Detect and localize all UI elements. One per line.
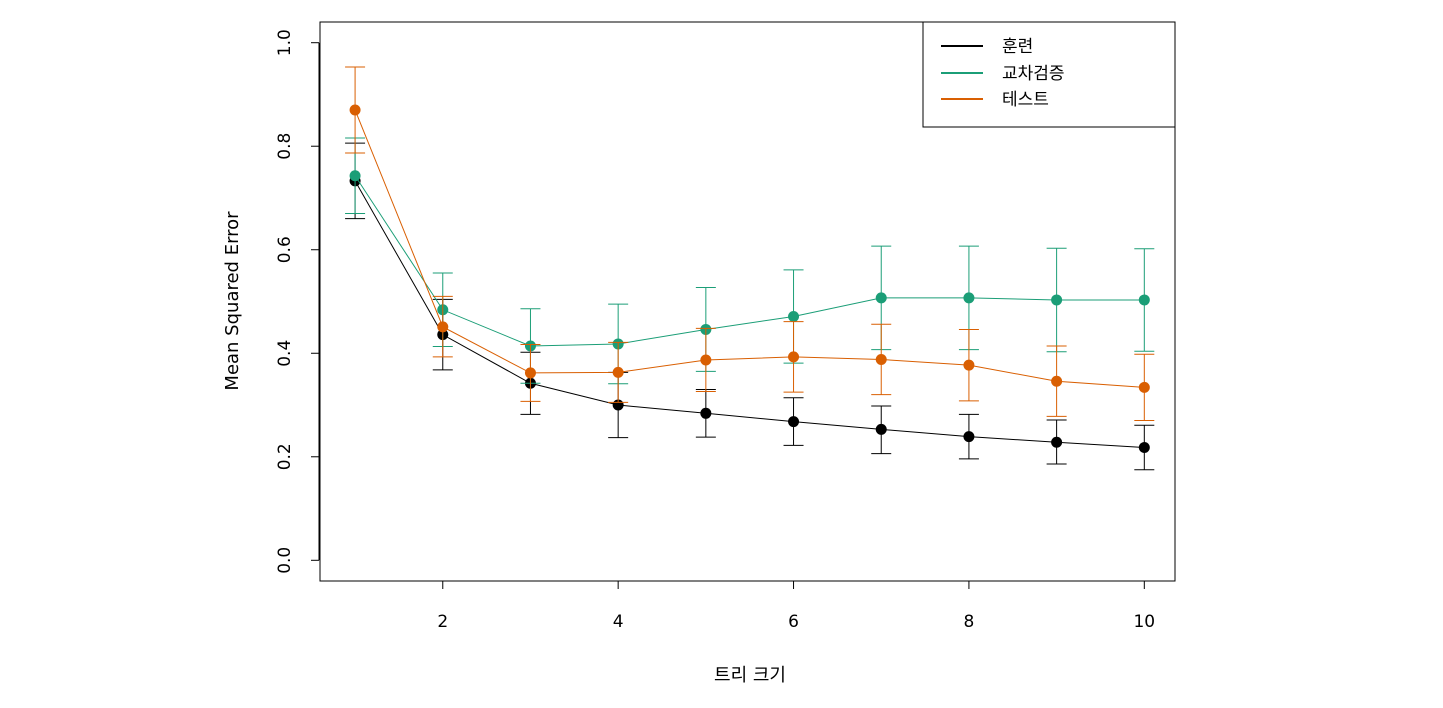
y-tick-label: 0.2 (275, 443, 295, 470)
legend-box (922, 21, 1176, 128)
legend-label-test: 테스트 (1002, 90, 1049, 110)
data-point (700, 354, 712, 366)
data-point (963, 359, 975, 371)
data-point (349, 170, 361, 182)
data-point (700, 407, 712, 419)
data-point (875, 423, 887, 435)
x-axis-title: 트리 크기 (714, 665, 786, 686)
y-tick-label: 0.6 (275, 236, 295, 263)
data-point (788, 311, 800, 323)
series-2 (345, 137, 1155, 385)
data-point (963, 292, 975, 304)
y-tick-label: 0.8 (275, 133, 295, 160)
x-tick-label: 6 (788, 612, 799, 632)
data-point (788, 351, 800, 363)
x-tick-label: 4 (613, 612, 624, 632)
data-point (963, 431, 975, 443)
series-line (354, 109, 1145, 388)
data-point (524, 367, 536, 379)
y-tick-label: 0.0 (275, 547, 295, 574)
y-tick-label: 0.4 (275, 340, 295, 367)
y-tick-label: 1.0 (275, 29, 295, 56)
x-tick-label: 8 (964, 612, 975, 632)
data-point (437, 321, 449, 333)
data-point (1051, 436, 1063, 448)
series-3 (345, 66, 1155, 422)
legend: 훈련 교차검증 테스트 (922, 21, 1176, 128)
data-point (788, 416, 800, 428)
x-axis: 2 4 6 8 10 (437, 580, 1155, 632)
data-point (1051, 375, 1063, 387)
y-axis: 0.0 0.2 0.4 0.6 0.8 1.0 (275, 29, 320, 574)
data-point (1138, 381, 1150, 393)
data-point (349, 104, 361, 116)
data-point (612, 366, 624, 378)
series-line (354, 180, 1145, 448)
y-axis-title: Mean Squared Error (222, 211, 243, 391)
x-tick-label: 10 (1133, 612, 1155, 632)
legend-label-train: 훈련 (1002, 37, 1033, 57)
data-point (875, 353, 887, 365)
x-tick-label: 2 (437, 612, 448, 632)
data-point (1051, 294, 1063, 306)
series-1 (345, 142, 1155, 471)
data-point (1138, 294, 1150, 306)
series-line (354, 175, 1145, 347)
data-point (875, 292, 887, 304)
data-point (1138, 441, 1150, 453)
legend-label-cv: 교차검증 (1002, 64, 1065, 84)
series-layer (345, 66, 1155, 471)
